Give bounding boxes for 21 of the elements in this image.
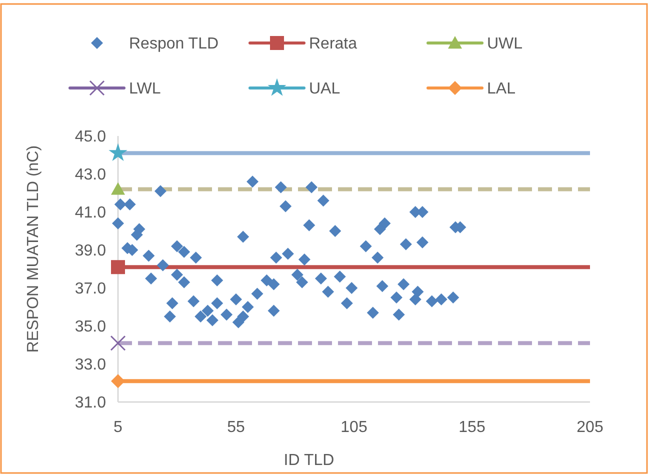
y-tick-label: 39.0 xyxy=(74,242,106,260)
x-tick-label: 205 xyxy=(576,419,604,436)
y-tick-label: 37.0 xyxy=(74,280,106,298)
x-tick-label: 55 xyxy=(227,419,245,436)
x-tick-label: 105 xyxy=(340,419,368,436)
legend-label: LWL xyxy=(129,80,161,98)
legend-label: Respon TLD xyxy=(129,36,219,53)
x-tick-label: 155 xyxy=(458,419,486,436)
y-tick-label: 33.0 xyxy=(74,356,106,374)
y-axis-title: RESPON MUATAN TLD (nC) xyxy=(25,145,42,353)
legend-label: Rerata xyxy=(309,36,358,53)
y-tick-label: 35.0 xyxy=(74,318,106,336)
y-tick-label: 41.0 xyxy=(74,204,106,222)
x-axis-title: ID TLD xyxy=(284,452,334,469)
x-tick-label: 5 xyxy=(114,419,123,436)
y-tick-label: 45.0 xyxy=(74,128,106,146)
legend-label: LAL xyxy=(487,80,516,98)
legend-label: UWL xyxy=(487,36,523,53)
y-tick-label: 31.0 xyxy=(74,394,106,412)
y-tick-label: 43.0 xyxy=(74,166,106,184)
legend-label: UAL xyxy=(309,80,340,98)
